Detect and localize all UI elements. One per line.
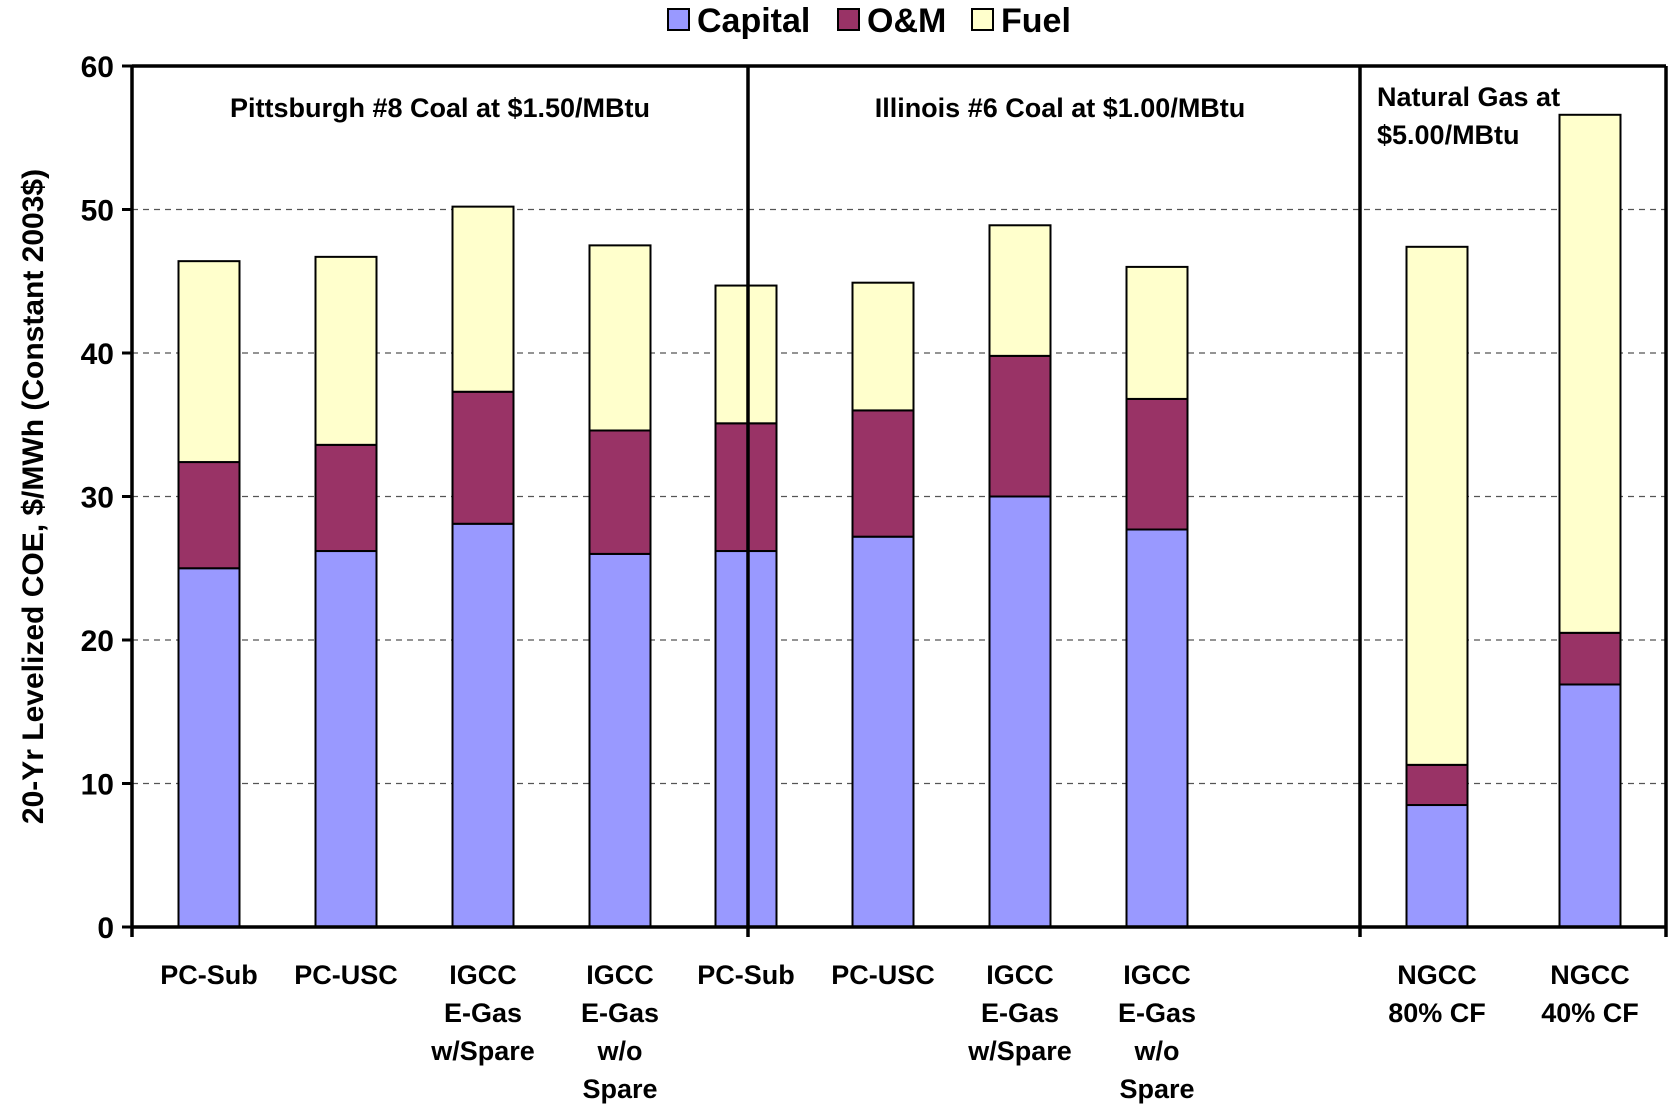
bar-segment-om bbox=[588, 429, 652, 555]
y-tick-label: 30 bbox=[81, 482, 114, 515]
legend-label: Capital bbox=[697, 2, 810, 40]
legend-swatch bbox=[667, 8, 690, 31]
plot-frame bbox=[130, 64, 1668, 937]
y-axis-ticks: 0 10 20 30 40 50 60 bbox=[81, 51, 132, 945]
bar-segment-fuel bbox=[451, 205, 515, 393]
x-category-label: NGCC 40% CF bbox=[1541, 960, 1639, 1028]
x-category-label: PC-USC bbox=[294, 960, 398, 990]
bar-segment-om bbox=[314, 443, 378, 553]
bar-segment-capital bbox=[988, 495, 1052, 928]
bar-segment-fuel bbox=[714, 284, 778, 425]
x-category-label: PC-USC bbox=[831, 960, 935, 990]
bar-segment-om bbox=[451, 390, 515, 525]
x-category-label: IGCC E-Gas w/o Spare bbox=[581, 960, 659, 1104]
bar-segment-fuel bbox=[314, 255, 378, 446]
legend: Capital O&M Fuel bbox=[667, 2, 1071, 40]
bar-segment-om bbox=[1405, 763, 1469, 807]
y-axis-title: 20-Yr Levelized COE, $/MWh (Constant 200… bbox=[17, 169, 50, 824]
bar-segment-om bbox=[988, 354, 1052, 498]
bar-segment-capital bbox=[177, 567, 241, 928]
x-category-label: IGCC E-Gas w/o Spare bbox=[1118, 960, 1196, 1104]
bar-segment-fuel bbox=[1125, 265, 1189, 400]
y-tick-label: 20 bbox=[81, 625, 114, 658]
bar-segment-capital bbox=[588, 552, 652, 929]
x-category-label: PC-Sub bbox=[697, 960, 795, 990]
bar-segment-capital bbox=[1125, 528, 1189, 928]
bar-segment-capital bbox=[851, 535, 915, 928]
group-labels: Pittsburgh #8 Coal at $1.50/MBtu Illinois… bbox=[230, 82, 1560, 150]
y-tick-label: 10 bbox=[81, 769, 114, 802]
group-label: Illinois #6 Coal at $1.00/MBtu bbox=[875, 93, 1246, 123]
x-category-label: PC-Sub bbox=[160, 960, 258, 990]
x-axis-categories: PC-Sub PC-USC IGCC E-Gas w/Spare IGCC E-Gas w/o… bbox=[160, 960, 1639, 1104]
y-tick-label: 60 bbox=[81, 51, 114, 84]
bar-segment-om bbox=[1125, 397, 1189, 531]
group-label: Natural Gas at $5.00/MBtu bbox=[1377, 82, 1560, 150]
legend-label: O&M bbox=[867, 2, 946, 40]
bar-segment-fuel bbox=[988, 224, 1052, 357]
x-category-label: IGCC E-Gas w/Spare bbox=[967, 960, 1072, 1066]
bar-segment-capital bbox=[1405, 804, 1469, 929]
bar-segment-capital bbox=[714, 550, 778, 929]
y-tick-label: 40 bbox=[81, 338, 114, 371]
bar-segment-fuel bbox=[177, 260, 241, 464]
bar-segment-fuel bbox=[1558, 113, 1622, 634]
bar-segment-fuel bbox=[1405, 245, 1469, 766]
bars bbox=[177, 113, 1622, 929]
bar-segment-capital bbox=[1558, 683, 1622, 928]
y-tick-label: 50 bbox=[81, 195, 114, 228]
group-label: Pittsburgh #8 Coal at $1.50/MBtu bbox=[230, 93, 650, 123]
bar-segment-om bbox=[1558, 631, 1622, 686]
bar-segment-om bbox=[177, 461, 241, 570]
legend-swatch bbox=[971, 8, 994, 31]
legend-label: Fuel bbox=[1001, 2, 1071, 40]
legend-swatch bbox=[837, 8, 860, 31]
bar-segment-om bbox=[851, 409, 915, 538]
bar-segment-fuel bbox=[588, 244, 652, 432]
x-category-label: IGCC E-Gas w/Spare bbox=[430, 960, 535, 1066]
bar-segment-om bbox=[714, 422, 778, 553]
bar-segment-capital bbox=[314, 550, 378, 929]
x-category-label: NGCC 80% CF bbox=[1388, 960, 1486, 1028]
bar-segment-fuel bbox=[851, 281, 915, 412]
bar-segment-capital bbox=[451, 522, 515, 928]
y-tick-label: 0 bbox=[97, 912, 114, 945]
